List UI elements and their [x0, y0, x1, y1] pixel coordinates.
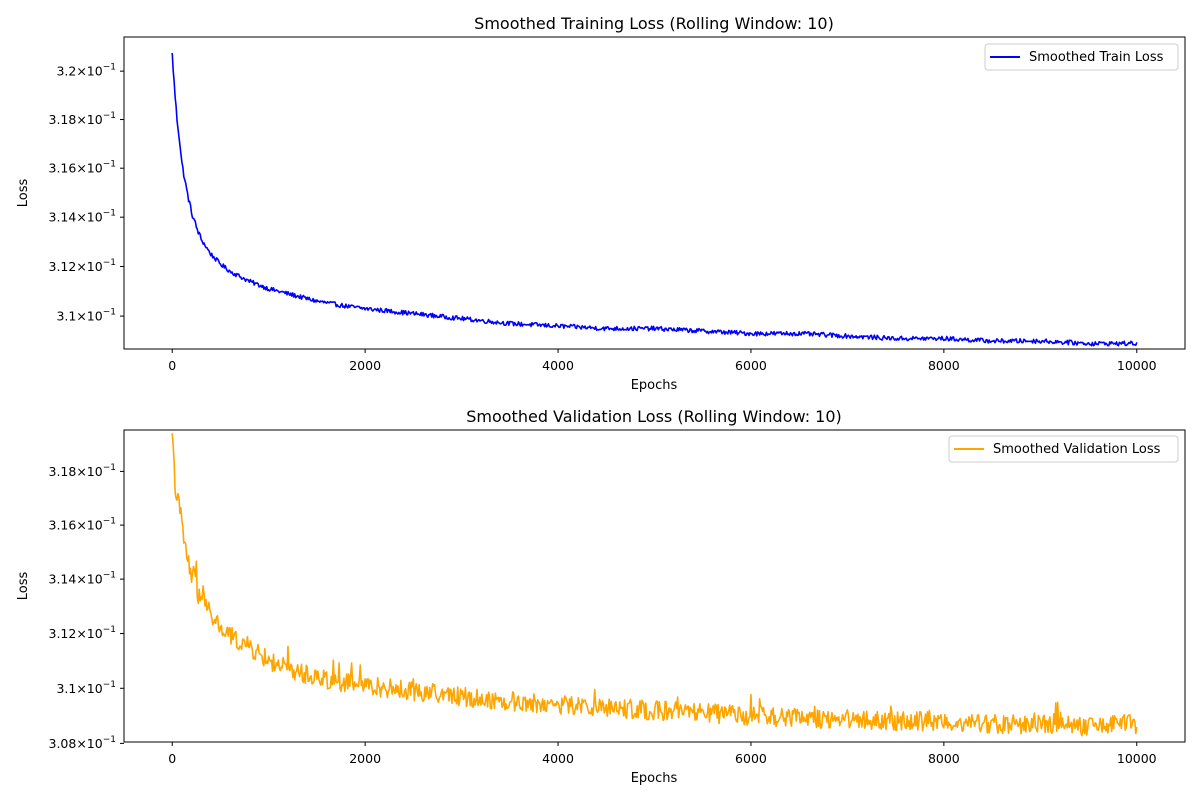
- train-series-group: [171, 52, 1138, 347]
- validation-y-tick-label: 3.14×10−1: [49, 571, 117, 587]
- validation-x-tick-label: 8000: [928, 751, 960, 766]
- train-loss-line: [171, 52, 1138, 347]
- train-y-tick-label: 3.16×10−1: [49, 160, 117, 176]
- validation-x-tick-label: 4000: [542, 751, 574, 766]
- train-loss-panel: Smoothed Training Loss (Rolling Window: …: [16, 14, 1186, 393]
- train-x-tick-label: 6000: [735, 358, 767, 373]
- validation-loss-panel: Smoothed Validation Loss (Rolling Window…: [16, 407, 1186, 786]
- validation-legend: Smoothed Validation Loss: [948, 435, 1179, 463]
- train-y-tick-label: 3.12×10−1: [49, 258, 117, 274]
- validation-chart-title: Smoothed Validation Loss (Rolling Window…: [466, 407, 842, 426]
- train-x-tick-label: 8000: [928, 358, 960, 373]
- validation-x-ticks: 0 2000 4000 6000 8000 10000: [168, 742, 1157, 766]
- validation-axes-frame: [123, 429, 1186, 743]
- train-legend-box: [984, 43, 1179, 71]
- train-y-tick-label: 3.1×10−1: [56, 308, 116, 324]
- validation-legend-label: Smoothed Validation Loss: [993, 442, 1161, 457]
- validation-y-tick-label: 3.1×10−1: [56, 680, 116, 696]
- validation-x-tick-label: 6000: [735, 751, 767, 766]
- validation-y-axis-label: Loss: [16, 572, 31, 601]
- train-chart-title: Smoothed Training Loss (Rolling Window: …: [474, 14, 834, 33]
- train-x-ticks: 0 2000 4000 6000 8000 10000: [168, 349, 1157, 373]
- train-y-ticks: 3.1×10−1 3.12×10−1 3.14×10−1 3.16×10−1 3.18×…: [49, 63, 124, 324]
- train-x-tick-label: 4000: [542, 358, 574, 373]
- train-legend-label: Smoothed Train Loss: [1029, 50, 1164, 65]
- train-x-axis-label: Epochs: [631, 378, 678, 393]
- train-y-tick-label: 3.14×10−1: [49, 209, 117, 225]
- validation-loss-line: [171, 433, 1138, 737]
- validation-series-group: [171, 433, 1138, 737]
- validation-x-tick-label: 0: [168, 751, 176, 766]
- validation-legend-box: [948, 435, 1179, 463]
- validation-y-tick-label: 3.08×10−1: [49, 735, 117, 751]
- train-x-tick-label: 2000: [349, 358, 381, 373]
- train-x-tick-label: 10000: [1117, 358, 1157, 373]
- train-axes-frame: [123, 36, 1186, 350]
- validation-x-axis-label: Epochs: [631, 771, 678, 786]
- validation-y-tick-label: 3.18×10−1: [49, 463, 117, 479]
- validation-y-ticks: 3.08×10−1 3.1×10−1 3.12×10−1 3.14×10−1 3.16×…: [49, 463, 124, 751]
- train-x-tick-label: 0: [168, 358, 176, 373]
- validation-y-tick-label: 3.16×10−1: [49, 517, 117, 533]
- validation-x-tick-label: 2000: [349, 751, 381, 766]
- validation-y-tick-label: 3.12×10−1: [49, 625, 117, 641]
- train-y-tick-label: 3.18×10−1: [49, 111, 117, 127]
- validation-x-tick-label: 10000: [1117, 751, 1157, 766]
- train-y-axis-label: Loss: [16, 179, 31, 208]
- train-y-tick-label: 3.2×10−1: [56, 63, 116, 79]
- train-legend: Smoothed Train Loss: [984, 43, 1179, 71]
